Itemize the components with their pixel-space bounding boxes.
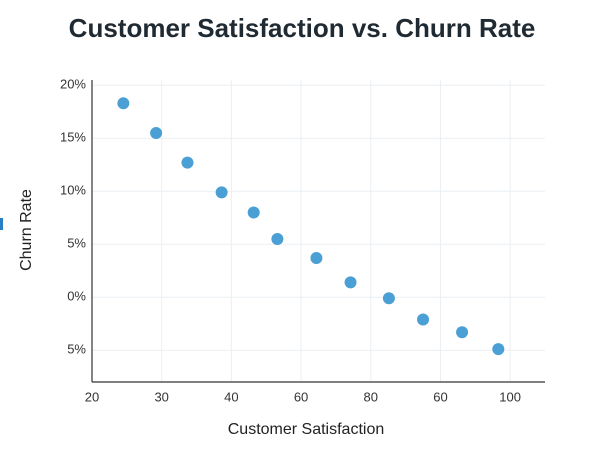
x-tick-label: 40 <box>224 389 238 404</box>
point <box>344 276 357 289</box>
x-tick-label: 60 <box>433 389 447 404</box>
y-tick-label: 5% <box>67 236 86 251</box>
x-tick-label: 100 <box>499 389 521 404</box>
x-axis-title: Customer Satisfaction <box>228 421 385 438</box>
point <box>456 326 469 339</box>
point <box>215 186 228 199</box>
point <box>382 292 395 305</box>
x-tick-label: 60 <box>294 389 308 404</box>
y-axis-title: Churn Rate <box>18 189 35 271</box>
y-tick-label: 5% <box>67 342 86 357</box>
x-tick-label: 30 <box>154 389 168 404</box>
point <box>117 97 130 110</box>
y-tick-label: 10% <box>60 183 86 198</box>
point <box>271 232 284 245</box>
x-tick-label: 80 <box>364 389 378 404</box>
point <box>417 313 430 326</box>
x-tick-label: 20 <box>85 389 99 404</box>
point <box>247 206 260 219</box>
y-tick-label: 0% <box>67 289 86 304</box>
point <box>181 156 194 169</box>
y-tick-label: 15% <box>60 130 86 145</box>
edge-marker <box>0 218 3 230</box>
y-tick-label: 20% <box>60 77 86 92</box>
chart-title: Customer Satisfaction vs. Churn Rate <box>69 13 536 43</box>
point <box>310 252 323 265</box>
point <box>150 126 163 139</box>
point <box>492 343 505 356</box>
